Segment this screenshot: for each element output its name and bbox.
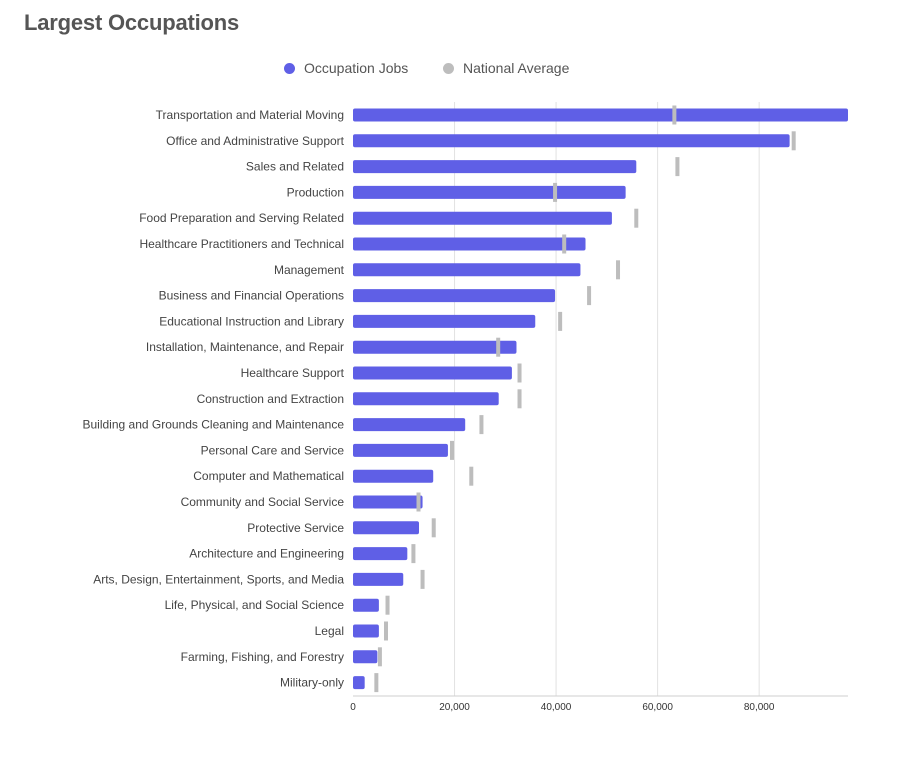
marker-national-average	[558, 311, 563, 331]
legend-label: Occupation Jobs	[304, 60, 409, 76]
category-label: Farming, Fishing, and Forestry	[181, 650, 344, 664]
category-label: Community and Social Service	[181, 495, 345, 509]
category-label: Arts, Design, Entertainment, Sports, and…	[93, 572, 344, 586]
bar-occupation-jobs	[353, 237, 586, 251]
marker-national-average	[553, 182, 558, 202]
category-label: Computer and Mathematical	[193, 469, 344, 483]
category-label: Protective Service	[247, 521, 344, 535]
category-label: Transportation and Material Moving	[156, 108, 344, 122]
category-label: Business and Financial Operations	[159, 289, 344, 303]
category-label: Life, Physical, and Social Science	[165, 598, 345, 612]
legend-item-national-average[interactable]: National Average	[443, 60, 569, 76]
marker-national-average	[479, 415, 484, 435]
marker-national-average	[377, 647, 382, 667]
marker-national-average	[385, 595, 390, 615]
category-label: Educational Instruction and Library	[159, 314, 344, 328]
category-label: Building and Grounds Cleaning and Mainte…	[82, 418, 344, 432]
marker-national-average	[374, 673, 379, 693]
bar-occupation-jobs	[353, 340, 517, 354]
marker-national-average	[634, 208, 639, 228]
bar-occupation-jobs	[353, 392, 499, 406]
marker-national-average	[384, 621, 388, 641]
circle-swatch-icon	[443, 62, 454, 74]
legend-item-occupation-jobs[interactable]: Occupation Jobs	[284, 60, 408, 76]
marker-national-average	[469, 466, 474, 486]
category-label: Military-only	[280, 676, 344, 690]
marker-national-average	[416, 492, 421, 512]
bar-occupation-jobs	[353, 521, 419, 535]
bar-occupation-jobs	[353, 263, 581, 277]
bar-occupation-jobs	[353, 547, 408, 561]
circle-swatch-icon	[284, 62, 295, 74]
bar-occupation-jobs	[353, 134, 790, 148]
bar-occupation-jobs	[353, 418, 466, 432]
marker-national-average	[496, 337, 501, 357]
category-label: Installation, Maintenance, and Repair	[146, 340, 344, 354]
marker-national-average	[616, 260, 621, 280]
bar-occupation-jobs	[353, 289, 556, 303]
x-tick-label: 60,000	[642, 702, 673, 713]
bar-occupation-jobs	[353, 676, 365, 690]
chart-legend: Occupation Jobs National Average	[0, 60, 898, 82]
marker-national-average	[517, 363, 522, 383]
bar-occupation-jobs	[353, 185, 626, 199]
bar-occupation-jobs	[353, 598, 379, 612]
bar-occupation-jobs	[353, 108, 848, 122]
marker-national-average	[791, 131, 796, 151]
category-label: Legal	[315, 624, 344, 638]
category-label: Construction and Extraction	[197, 392, 344, 406]
category-label: Food Preparation and Serving Related	[139, 211, 344, 225]
marker-national-average	[411, 544, 416, 564]
bar-occupation-jobs	[353, 211, 612, 225]
x-tick-label: 80,000	[744, 702, 775, 713]
category-label: Management	[274, 263, 345, 277]
marker-national-average	[517, 389, 522, 409]
category-label: Personal Care and Service	[201, 443, 345, 457]
bar-occupation-jobs	[353, 366, 512, 380]
bar-occupation-jobs	[353, 443, 448, 457]
x-tick-label: 40,000	[541, 702, 572, 713]
marker-national-average	[420, 569, 425, 589]
bar-occupation-jobs	[353, 160, 637, 174]
legend-label: National Average	[463, 60, 570, 76]
category-label: Production	[287, 185, 344, 199]
category-label: Office and Administrative Support	[166, 134, 345, 148]
category-label: Healthcare Practitioners and Technical	[139, 237, 344, 251]
marker-national-average	[431, 518, 436, 538]
category-label: Healthcare Support	[241, 366, 345, 380]
category-label: Architecture and Engineering	[189, 547, 344, 561]
marker-national-average	[672, 105, 677, 125]
x-tick-label: 0	[350, 702, 356, 713]
bar-occupation-jobs	[353, 314, 536, 328]
page-title: Largest Occupations	[24, 10, 240, 35]
marker-national-average	[675, 157, 680, 177]
category-label: Sales and Related	[246, 160, 344, 174]
bar-occupation-jobs	[353, 650, 378, 664]
bar-occupation-jobs	[353, 495, 423, 509]
bar-occupation-jobs	[353, 469, 434, 483]
bar-occupation-jobs	[353, 624, 379, 638]
marker-national-average	[450, 440, 454, 460]
marker-national-average	[562, 234, 567, 254]
marker-national-average	[587, 286, 592, 306]
bar-occupation-jobs	[353, 572, 404, 586]
x-tick-label: 20,000	[439, 702, 470, 713]
